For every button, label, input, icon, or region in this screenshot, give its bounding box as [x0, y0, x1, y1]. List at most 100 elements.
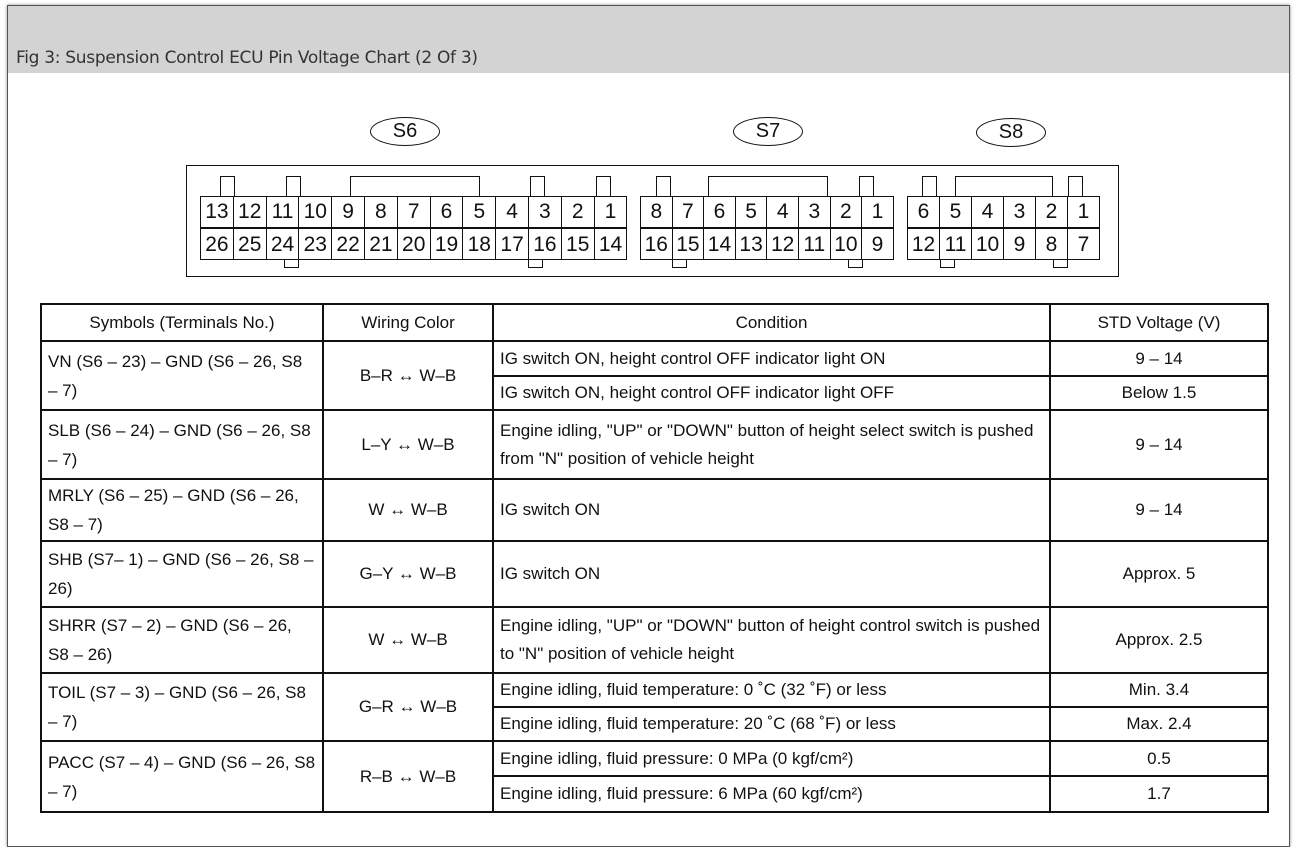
wiring-color: L–Y ↔ W–B: [322, 409, 494, 480]
std-voltage: 0.5: [1049, 740, 1269, 777]
connector-pin: 12: [907, 228, 940, 260]
terminal-symbol: VN (S6 – 23) – GND (S6 – 26, S8 – 7): [40, 340, 324, 411]
connector-pin: 5: [939, 196, 972, 228]
connector-pin: 18: [462, 228, 497, 260]
table-row: PACC (S7 – 4) – GND (S6 – 26, S8 – 7) R–B…: [40, 740, 1269, 813]
connector-pin: 9: [1003, 228, 1036, 260]
connector-pin: 10: [971, 228, 1004, 260]
connector-pin: 20: [396, 228, 431, 260]
condition: IG switch ON: [492, 478, 1051, 542]
connector-pin: 13: [200, 196, 234, 228]
table-row: SHRR (S7 – 2) – GND (S6 – 26, S8 – 26) W …: [40, 606, 1269, 674]
connector-key-tab: [528, 258, 543, 268]
wiring-color: W ↔ W–B: [322, 478, 494, 542]
connector-pin: 1: [593, 196, 628, 228]
header-wiring-color: Wiring Color: [322, 303, 494, 342]
connector-pin: 14: [593, 228, 628, 260]
table-row: VN (S6 – 23) – GND (S6 – 26, S8 – 7) B–R …: [40, 340, 1269, 411]
connector-latch-tab: [656, 176, 671, 198]
connector-pin: 11: [798, 228, 831, 260]
connector-pin: 1: [861, 196, 894, 228]
connector-key-tab: [672, 258, 687, 268]
connector-pin: 11: [265, 196, 300, 228]
header-symbols: Symbols (Terminals No.): [40, 303, 324, 342]
table-row: MRLY (S6 – 25) – GND (S6 – 26, S8 – 7) W …: [40, 478, 1269, 542]
connector-pin: 5: [734, 196, 768, 228]
connector-pin: 7: [1067, 228, 1100, 260]
condition: Engine idling, "UP" or "DOWN" button of …: [492, 606, 1051, 674]
connector-latch-tab: [596, 176, 611, 198]
terminal-symbol: SLB (S6 – 24) – GND (S6 – 26, S8 – 7): [40, 409, 324, 480]
connector-latch-tab: [708, 176, 828, 198]
connector-pin: 16: [640, 228, 673, 260]
connector-pin: 11: [939, 228, 972, 260]
connector-latch-tab: [220, 176, 235, 198]
connector-pin: 8: [640, 196, 673, 228]
std-voltage: Approx. 5: [1049, 540, 1269, 608]
connector-latch-tab: [530, 176, 545, 198]
connector-latch-tab: [286, 176, 301, 198]
condition: Engine idling, "UP" or "DOWN" button of …: [492, 409, 1051, 480]
connector-pin: 6: [429, 196, 464, 228]
table-header-row: Symbols (Terminals No.) Wiring Color Con…: [40, 303, 1269, 342]
connector-pin: 8: [1035, 228, 1068, 260]
wiring-color: R–B ↔ W–B: [322, 740, 494, 813]
std-voltage: Approx. 2.5: [1049, 606, 1269, 674]
connector-key-tab: [848, 258, 863, 268]
connector-pin: 10: [829, 228, 863, 260]
wiring-color: W ↔ W–B: [322, 606, 494, 674]
connector-pin: 8: [364, 196, 398, 228]
connector-pin: 6: [703, 196, 736, 228]
connector-pin: 9: [331, 196, 365, 228]
connector-pin: 12: [232, 196, 267, 228]
table-row: IG switch ON, height control OFF indicat…: [41, 375, 1269, 411]
header-std-voltage: STD Voltage (V): [1049, 303, 1269, 342]
terminal-symbol: PACC (S7 – 4) – GND (S6 – 26, S8 – 7): [40, 740, 324, 813]
condition: IG switch ON, height control OFF indicat…: [492, 340, 1051, 377]
connector-pin: 21: [364, 228, 398, 260]
connector-pin: 12: [766, 228, 799, 260]
connector-pin: 3: [798, 196, 831, 228]
connector-pin: 25: [232, 228, 267, 260]
std-voltage: 9 – 14: [1049, 478, 1269, 542]
connector-pin: 16: [528, 228, 562, 260]
connector-pin: 3: [1003, 196, 1036, 228]
connector-pin: 14: [703, 228, 736, 260]
condition: Engine idling, fluid pressure: 6 MPa (60…: [492, 775, 1051, 813]
condition: Engine idling, fluid pressure: 0 MPa (0 …: [492, 740, 1051, 777]
wiring-color: G–Y ↔ W–B: [322, 540, 494, 608]
connector-pin: 1: [1067, 196, 1100, 228]
connector-label-s7: S7: [733, 117, 803, 146]
connector-pin: 22: [331, 228, 365, 260]
connector-pin: 4: [495, 196, 529, 228]
std-voltage: 1.7: [1049, 775, 1269, 813]
connector-pin: 15: [560, 228, 595, 260]
connector-label-s6: S6: [370, 117, 440, 146]
connector-pin: 15: [671, 228, 705, 260]
connector-pin: 6: [907, 196, 940, 228]
connector-label-s8: S8: [976, 118, 1046, 147]
connector-pin: 3: [528, 196, 562, 228]
connector-pin: 26: [200, 228, 234, 260]
std-voltage: Min. 3.4: [1049, 672, 1269, 708]
table-row: Engine idling, fluid temperature: 20 ˚C …: [41, 706, 1269, 742]
title-bar: Fig 3: Suspension Control ECU Pin Voltag…: [8, 6, 1289, 73]
connector-pin: 4: [971, 196, 1004, 228]
connector-latch-tab: [1068, 176, 1083, 198]
connector-pin: 9: [861, 228, 894, 260]
terminal-symbol: SHRR (S7 – 2) – GND (S6 – 26, S8 – 26): [40, 606, 324, 674]
connector-latch-tab: [859, 176, 874, 198]
connector-key-tab: [284, 258, 299, 268]
table-row: TOIL (S7 – 3) – GND (S6 – 26, S8 – 7) G–R…: [40, 672, 1269, 742]
std-voltage: Below 1.5: [1049, 375, 1269, 411]
connector-pin: 7: [671, 196, 705, 228]
terminal-symbol: MRLY (S6 – 25) – GND (S6 – 26, S8 – 7): [40, 478, 324, 542]
connector-latch-tab: [922, 176, 937, 198]
condition: IG switch ON, height control OFF indicat…: [492, 375, 1051, 411]
connector-pin: 13: [734, 228, 768, 260]
connector-key-tab: [1053, 258, 1068, 268]
connector-latch-tab: [350, 176, 480, 198]
header-condition: Condition: [492, 303, 1051, 342]
condition: IG switch ON: [492, 540, 1051, 608]
table-row: Engine idling, fluid pressure: 6 MPa (60…: [41, 775, 1269, 813]
